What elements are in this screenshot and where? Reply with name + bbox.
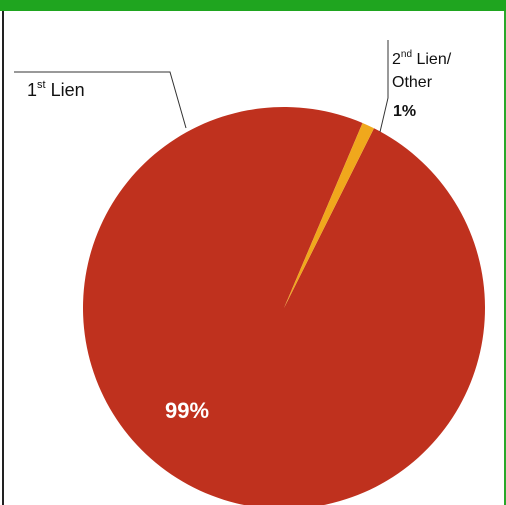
- second-lien-leader-line: [379, 40, 389, 133]
- slice-value-second-lien: 1%: [393, 103, 416, 120]
- slice-value-first-lien: 99%: [165, 398, 209, 423]
- top-accent-bar: [0, 0, 506, 11]
- first-lien-leader-line: [14, 71, 187, 129]
- pie-slice-second-lien: [284, 122, 374, 309]
- right-border: [504, 11, 506, 505]
- slice-label-second-lien-line2: Other: [392, 74, 433, 91]
- slice-label-first-lien: 1st Lien: [27, 79, 85, 100]
- left-border: [2, 11, 4, 505]
- slice-label-second-lien: 2nd Lien/: [392, 49, 452, 68]
- pie-slice-first-lien: [83, 107, 486, 505]
- pie-slices: [83, 107, 486, 505]
